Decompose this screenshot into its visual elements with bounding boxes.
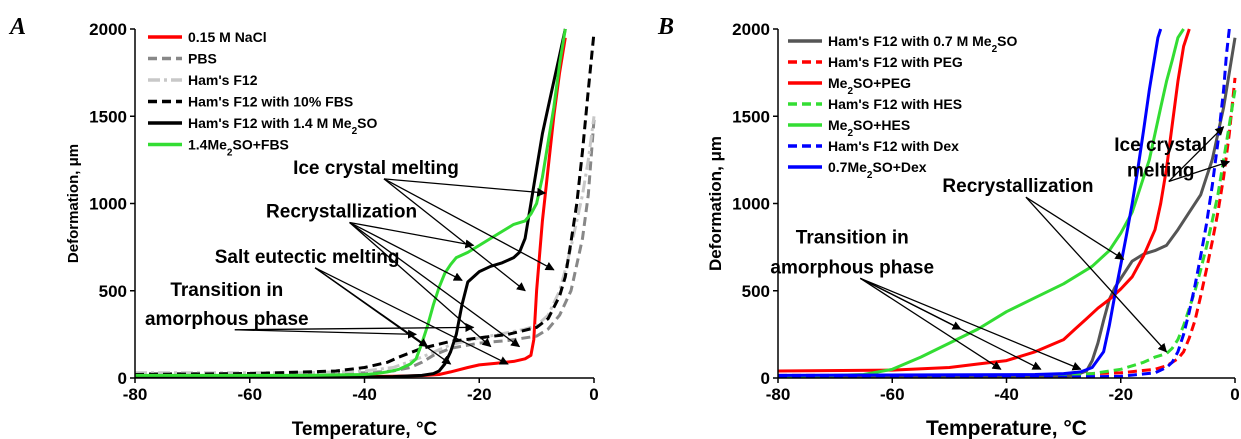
panel-b-annotation-0: Ice crystal: [1114, 135, 1207, 156]
panel-b-y-tick-label-0: 0: [761, 369, 770, 388]
panel-b-legend-label-6: 0.7Me2SO+Dex: [828, 159, 927, 181]
panel-a-annotations: Ice crystal melting Recrystallization Salt…: [145, 158, 555, 365]
panel-a-annotation-arrow-0-2: [383, 178, 555, 271]
panel-a-x-tick-label-0: -80: [123, 385, 148, 404]
panel-b-legend-label-4: Me2SO+HES: [828, 117, 910, 139]
panel-a-annotation-2: Salt eutectic melting: [215, 247, 400, 268]
panel-a-annotation-arrow-1-0: [349, 221, 475, 249]
panel-a-x-tick-label-4: 0: [589, 385, 598, 404]
panel-b-annotation-2: Recrystallization: [942, 176, 1093, 197]
panel-a-annotation-arrow-1-3: [349, 221, 521, 348]
panel-b-legend-label-5: Ham's F12 with Dex: [828, 138, 959, 154]
panel-b-x-tick-label-3: -20: [1108, 385, 1133, 404]
panel-a-y-axis-title: Deformation, μm: [65, 144, 82, 263]
panel-a-x-tick-label-1: -60: [237, 385, 262, 404]
panel-b-y-tick-label-2: 1000: [732, 195, 770, 214]
panel-b-series-line-6: [778, 28, 1163, 377]
panel-a-series-line-2: [135, 116, 596, 375]
panel-b-annotation-arrow-4-2: [859, 277, 1042, 370]
panel-a-y-tick-label-3: 1500: [89, 107, 127, 126]
panel-b-x-tick-label-0: -80: [766, 385, 791, 404]
panel-b-annotation-3: Transition in: [796, 228, 909, 249]
panel-b-legend-label-0: Ham's F12 with 0.7 M Me2SO: [828, 33, 1018, 55]
panel-b-annotations: Ice crystal melting Recrystallization Trans…: [770, 126, 1231, 371]
panel-a-legend-label-5: 1.4Me2SO+FBS: [188, 137, 289, 159]
panel-b-annotation-arrow-1-1: [1168, 126, 1225, 182]
panel-b-series-line-0: [778, 37, 1237, 378]
panel-a-series-line-4: [135, 28, 567, 378]
panel-b-legend-label-1: Ham's F12 with PEG: [828, 54, 963, 70]
panel-a-legend-label-3: Ham's F12 with 10% FBS: [188, 94, 353, 110]
panel-b-annotation-1: melting: [1127, 160, 1195, 181]
panel-b-letter: B: [657, 14, 674, 40]
panel-a-legend-label-4: Ham's F12 with 1.4 M Me2SO: [188, 115, 378, 137]
panel-b-annotation-arrow-4-1: [859, 277, 1002, 370]
panel-b-x-tick-label-1: -60: [880, 385, 905, 404]
panel-a-letter: A: [8, 14, 26, 40]
panel-a-annotation-arrow-2-1: [314, 267, 452, 365]
panel-b-legend-label-2: Me2SO+PEG: [828, 75, 911, 97]
panel-b-series-line-2: [778, 28, 1191, 373]
panel-a-annotation-0: Ice crystal melting: [293, 158, 459, 179]
panel-b-annotation-arrow-2-0: [1025, 196, 1168, 353]
panel-b-chart: B -80 -60 -40 -20 0 0 500 1000 1500 2000 Temperatu…: [657, 14, 1240, 439]
panel-b-y-axis-title: Deformation, μm: [706, 136, 725, 271]
panel-a-annotation-arrow-4-0: [234, 329, 418, 339]
panel-a-annotation-arrow-4-1: [234, 322, 475, 332]
panel-a-series-line-3: [135, 32, 596, 376]
panel-a-annotation-4: amorphous phase: [145, 309, 309, 330]
panel-a-chart: A -80 -60 -40 -20 0 0 500 1000 1500 2000 Temperatu…: [8, 14, 599, 439]
panel-b-annotation-arrow-2-1: [1025, 196, 1125, 260]
panel-b-annotation-arrow-4-3: [860, 277, 1082, 371]
panel-a-annotation-arrow-0-1: [383, 178, 526, 292]
panel-a-x-tick-label-3: -20: [467, 385, 492, 404]
panel-b-x-tick-label-4: 0: [1230, 385, 1239, 404]
panel-b-y-tick-label-4: 2000: [732, 20, 770, 39]
panel-b-annotation-4: amorphous phase: [770, 257, 934, 278]
panel-a-y-tick-label-4: 2000: [89, 20, 127, 39]
panel-a-annotation-arrow-0-0: [383, 178, 547, 197]
panel-b-x-tick-label-2: -40: [994, 385, 1019, 404]
panel-b-y-tick-label-1: 500: [742, 282, 770, 301]
panel-a-legend: 0.15 M NaCl PBS Ham's F12 Ham's F12 with 10…: [148, 29, 378, 158]
panel-a-annotation-arrow-1-1: [349, 221, 463, 281]
panel-a-y-tick-label-0: 0: [118, 369, 127, 388]
panel-b-annotation-arrow-1-0: [1168, 159, 1231, 183]
panel-a-legend-label-1: PBS: [188, 51, 217, 67]
panel-a-x-axis-title: Temperature, °C: [292, 419, 438, 439]
panel-a-x-tick-label-2: -40: [352, 385, 377, 404]
panel-a-y-tick-label-1: 500: [99, 282, 127, 301]
panel-a-legend-label-0: 0.15 M NaCl: [188, 29, 267, 45]
panel-b-legend-label-3: Ham's F12 with HES: [828, 96, 962, 112]
panel-b-x-axis-title: Temperature, °C: [926, 417, 1087, 439]
panel-b-y-tick-label-3: 1500: [732, 107, 770, 126]
panel-a-annotation-3: Transition in: [170, 280, 283, 301]
panel-a-legend-label-2: Ham's F12: [188, 72, 258, 88]
panel-a-annotation-1: Recrystallization: [266, 201, 417, 222]
panel-b-series-line-5: [778, 28, 1231, 378]
panel-a-y-tick-label-2: 1000: [89, 195, 127, 214]
panel-a-annotation-arrow-2-2: [314, 267, 509, 365]
